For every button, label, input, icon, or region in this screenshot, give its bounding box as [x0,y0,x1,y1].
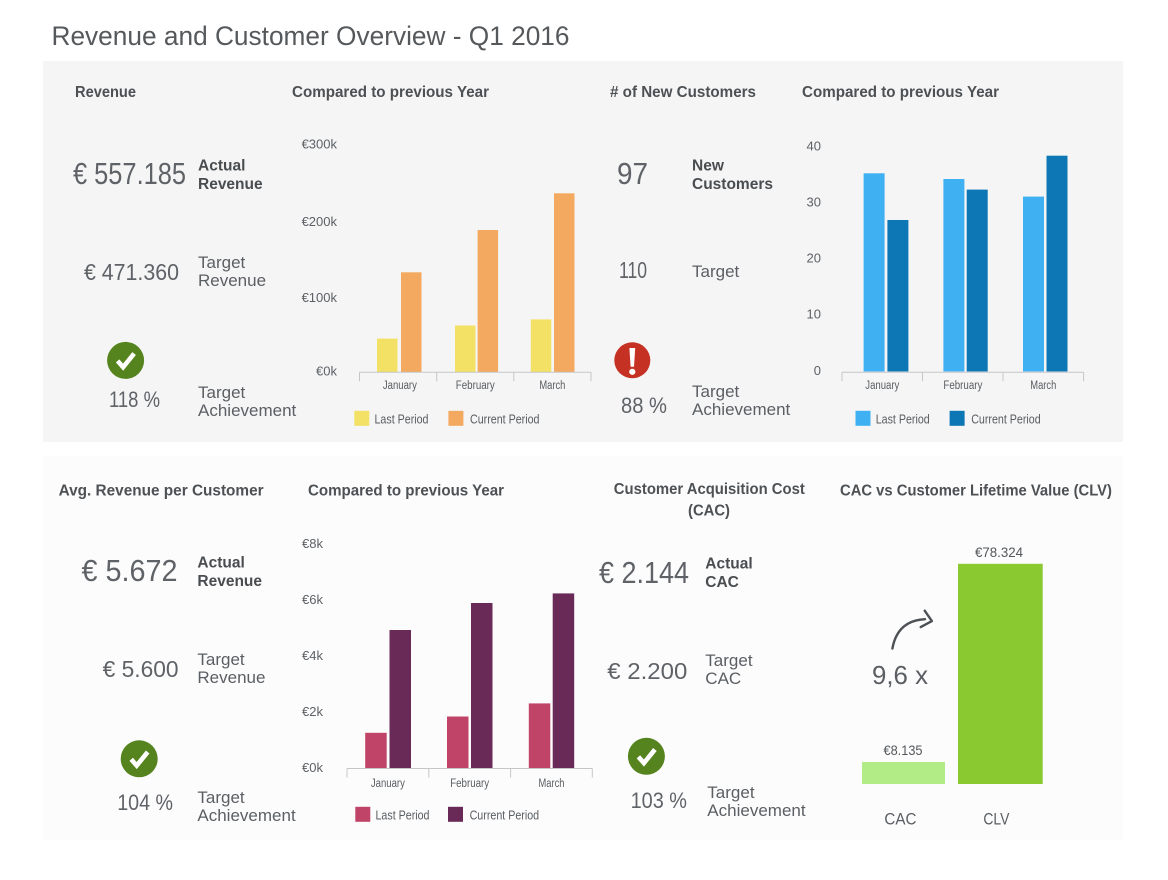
svg-text:Achievement: Achievement [197,806,296,825]
svg-text:Revenue: Revenue [197,573,262,590]
svg-text:February: February [456,380,495,392]
svg-text:Revenue and Customer Overview: Revenue and Customer Overview - Q1 2016 [52,21,570,51]
svg-text:€ 5.600: € 5.600 [103,656,179,682]
svg-text:Revenue: Revenue [198,176,263,193]
svg-text:Last Period: Last Period [876,413,930,427]
svg-text:Revenue: Revenue [197,668,265,687]
svg-text:March: March [539,380,565,392]
svg-text:Current Period: Current Period [470,809,540,823]
svg-text:Target: Target [198,383,246,402]
svg-text:103 %: 103 % [631,788,687,813]
svg-text:Compared to previous Year: Compared to previous Year [802,84,999,101]
svg-text:Last Period: Last Period [376,809,430,823]
svg-text:118 %: 118 % [109,387,160,412]
svg-text:€ 557.185: € 557.185 [73,157,186,191]
svg-text:Compared to previous Year: Compared to previous Year [308,483,504,500]
svg-text:Customers: Customers [692,176,773,193]
svg-text:Target: Target [197,788,245,807]
svg-text:9,6 x: 9,6 x [872,660,928,690]
svg-text:Current Period: Current Period [470,413,540,427]
svg-text:€8k: €8k [302,536,323,551]
svg-text:€100k: €100k [302,290,338,305]
svg-text:Avg. Revenue per Customer: Avg. Revenue per Customer [59,483,264,500]
svg-text:Achievement: Achievement [198,401,297,420]
svg-text:Achievement: Achievement [707,801,806,820]
svg-text:€300k: €300k [302,137,338,152]
svg-text:€78.324: €78.324 [975,545,1023,560]
svg-text:(CAC): (CAC) [688,503,730,520]
svg-text:€ 2.144: € 2.144 [599,556,689,590]
svg-text:104 %: 104 % [117,790,173,815]
svg-text:CAC vs Customer Lifetime Value: CAC vs Customer Lifetime Value (CLV) [840,483,1112,500]
svg-text:20: 20 [807,251,821,266]
svg-text:€0k: €0k [316,364,337,379]
svg-text:97: 97 [617,157,648,191]
svg-text:Compared to previous Year: Compared to previous Year [292,84,489,101]
svg-text:€ 2.200: € 2.200 [607,658,687,684]
svg-text:€200k: €200k [302,214,338,229]
svg-text:Actual: Actual [198,158,245,175]
svg-text:CLV: CLV [983,811,1009,829]
svg-text:Target: Target [707,783,755,802]
svg-text:40: 40 [807,139,821,154]
svg-text:February: February [450,778,489,790]
svg-text:Achievement: Achievement [692,400,791,419]
svg-text:Customer Acquisition Cost: Customer Acquisition Cost [614,481,805,498]
svg-text:Actual: Actual [705,556,752,573]
svg-text:Revenue: Revenue [198,271,266,290]
svg-text:CAC: CAC [705,574,739,591]
svg-text:€6k: €6k [302,592,323,607]
svg-text:CAC: CAC [884,811,916,829]
svg-text:January: January [383,380,417,392]
svg-text:Current Period: Current Period [971,413,1041,427]
svg-text:CAC: CAC [705,669,741,688]
svg-text:Last Period: Last Period [375,413,429,427]
svg-text:January: January [371,778,405,790]
svg-text:30: 30 [807,195,821,210]
svg-text:Target: Target [692,382,740,401]
svg-text:Target: Target [692,262,740,281]
svg-text:€0k: €0k [302,760,323,775]
svg-text:Target: Target [705,651,753,670]
svg-text:New: New [692,158,725,175]
svg-text:February: February [943,380,982,392]
svg-text:€ 471.360: € 471.360 [84,259,179,285]
svg-text:Target: Target [198,253,246,272]
svg-text:Target: Target [197,650,245,669]
svg-text:Revenue: Revenue [75,84,136,101]
svg-text:March: March [1030,380,1056,392]
svg-text:€8.135: €8.135 [884,743,923,758]
svg-text:Actual: Actual [197,555,244,572]
svg-text:# of New Customers: # of New Customers [610,84,756,101]
svg-text:110: 110 [619,257,647,283]
svg-text:0: 0 [814,363,821,378]
svg-text:88 %: 88 % [621,393,667,418]
svg-text:January: January [865,380,899,392]
svg-text:10: 10 [807,307,821,322]
svg-text:€2k: €2k [302,704,323,719]
svg-text:€4k: €4k [302,648,323,663]
svg-text:€ 5.672: € 5.672 [82,554,178,588]
svg-text:March: March [539,778,565,790]
